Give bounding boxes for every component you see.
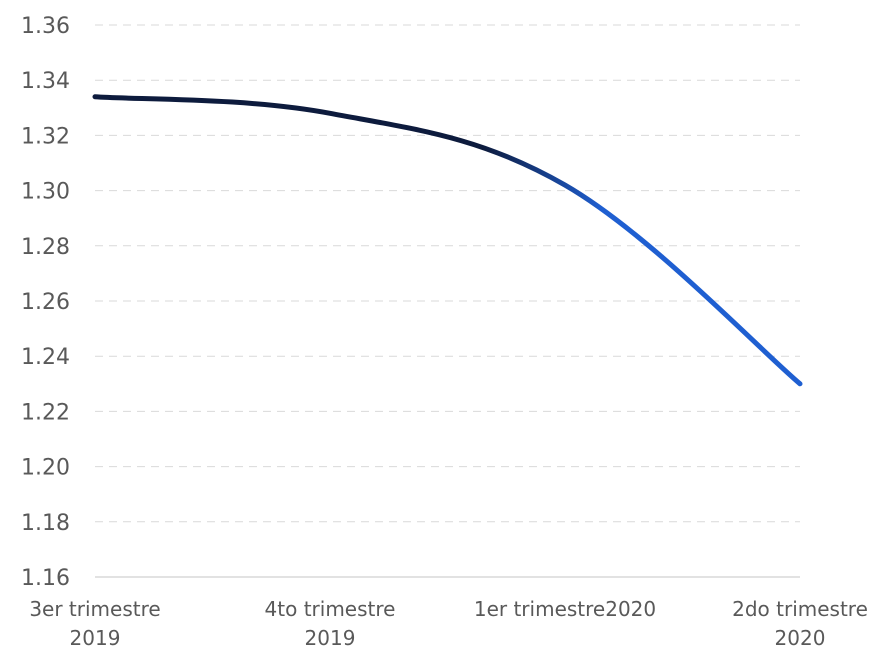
x-axis-category-labels: 3er trimestre 2019 4to trimestre 2019 1er tr… — [29, 597, 868, 650]
x-category-label: 4to trimestre 2019 — [265, 597, 396, 650]
x-category-label: 3er trimestre 2019 — [29, 597, 160, 650]
y-tick-label: 1.26 — [21, 290, 70, 315]
y-tick-label: 1.24 — [21, 345, 70, 370]
y-tick-label: 1.34 — [21, 69, 70, 94]
y-tick-label: 1.28 — [21, 235, 70, 260]
y-tick-label: 1.20 — [21, 456, 70, 481]
y-tick-label: 1.18 — [21, 511, 70, 536]
series-line — [92, 94, 803, 387]
y-tick-label: 1.22 — [21, 400, 70, 425]
x-category-label: 2do trimestre 2020 — [732, 597, 868, 650]
y-tick-label: 1.16 — [21, 566, 70, 591]
y-tick-label: 1.32 — [21, 124, 70, 149]
y-tick-label: 1.30 — [21, 180, 70, 205]
y-tick-label: 1.36 — [21, 14, 70, 39]
y-axis-tick-labels: 1.16 1.18 1.20 1.22 1.24 1.26 1.28 1.30 1.32 1.34… — [21, 14, 70, 591]
gridlines — [95, 24, 800, 578]
x-category-label: 1er trimestre2020 — [474, 597, 656, 621]
